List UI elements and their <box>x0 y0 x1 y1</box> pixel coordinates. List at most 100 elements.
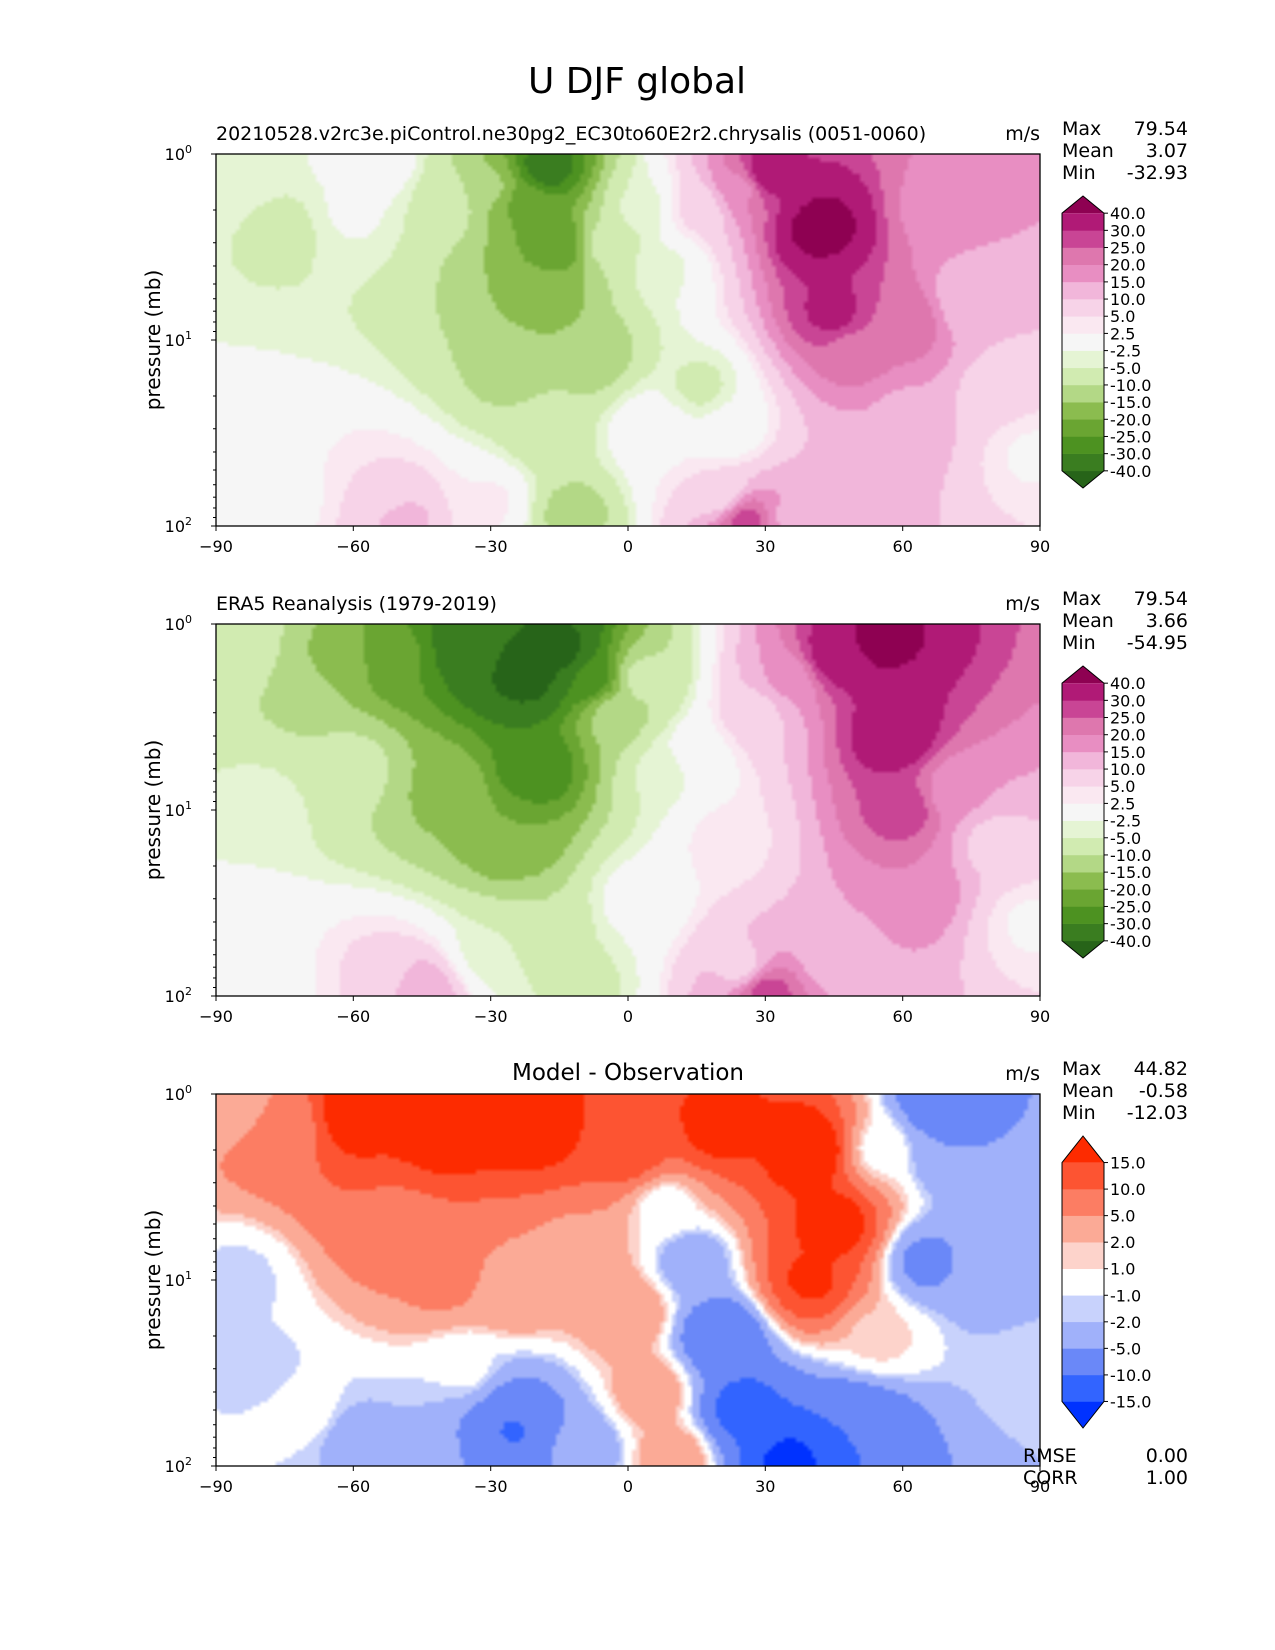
stats-max-value: 79.54 <box>1134 118 1188 140</box>
colorbar-swatch <box>1062 1295 1104 1323</box>
y-tick-label: 101 <box>165 1269 192 1290</box>
x-axis: −90 −60 −30 0 30 60 90 <box>199 1466 1050 1496</box>
y-axis-label: pressure (mb) <box>141 270 165 411</box>
colorbar-swatch <box>1062 333 1104 351</box>
colorbar-tick-label: 10.0 <box>1110 760 1146 779</box>
colorbar-swatch <box>1062 854 1104 873</box>
stats-mean-value: 3.07 <box>1146 140 1188 162</box>
plot-area: −90 −60 −30 0 30 60 90 100 101 102 press… <box>141 613 1050 1026</box>
rmse-value: 0.00 <box>1146 1445 1188 1467</box>
stats-mean-label: Mean <box>1062 140 1114 162</box>
colorbar-tick-label: -40.0 <box>1110 462 1151 481</box>
x-tick-label: 30 <box>755 537 775 556</box>
plot-area: −90 −60 −30 0 30 60 90 100 101 102 press… <box>141 1083 1050 1496</box>
x-tick-label: 60 <box>893 537 913 556</box>
y-axis: 100 101 102 <box>165 1083 216 1476</box>
colorbar-swatch <box>1062 734 1104 753</box>
colorbar-swatch <box>1062 230 1104 248</box>
colorbar-swatch <box>1062 700 1104 718</box>
colorbar-swatch <box>1062 316 1104 334</box>
stats-max-label: Max <box>1062 588 1101 610</box>
x-tick-label: 30 <box>755 1007 775 1026</box>
colorbar-swatch <box>1062 1374 1104 1402</box>
colorbar-tick-label: 15.0 <box>1110 273 1146 292</box>
colorbar-extend-min <box>1062 1401 1104 1428</box>
colorbar-tick-label: -25.0 <box>1110 897 1151 916</box>
colorbar-tick-label: -5.0 <box>1110 829 1141 848</box>
colorbar-swatch <box>1062 299 1104 317</box>
metrics-block: RMSE 0.00 CORR 1.00 <box>1023 1445 1188 1489</box>
stats-max-label: Max <box>1062 1058 1101 1080</box>
colorbar: -40.0-30.0-25.0-20.0-15.0-10.0-5.0-2.52.… <box>1061 195 1151 489</box>
colorbar-swatch <box>1062 923 1104 942</box>
x-tick-label: 90 <box>1030 1007 1050 1026</box>
colorbar-swatch <box>1062 906 1104 924</box>
colorbar-tick-label: -10.0 <box>1110 376 1151 395</box>
colorbar-swatch <box>1062 367 1104 386</box>
colorbar-tick-label: -1.0 <box>1110 1286 1141 1305</box>
colorbar-tick-label: -2.5 <box>1110 812 1141 831</box>
colorbar-swatch <box>1062 1321 1104 1349</box>
panel-2: ERA5 Reanalysis (1979-2019) m/s Max 79.5… <box>141 588 1188 1026</box>
colorbar-tick-label: 10.0 <box>1110 290 1146 309</box>
units-label: m/s <box>1005 1063 1040 1085</box>
colorbar-swatch <box>1062 769 1104 787</box>
colorbar-tick-label: 15.0 <box>1110 1154 1146 1173</box>
colorbar-tick-label: 5.0 <box>1110 307 1135 326</box>
stats-min-label: Min <box>1062 1102 1096 1124</box>
colorbar-swatch <box>1062 264 1104 283</box>
y-tick-label: 100 <box>165 1083 192 1104</box>
colorbar-swatch <box>1062 419 1104 437</box>
x-tick-label: 0 <box>623 1477 633 1496</box>
colorbar-extend-min <box>1062 470 1104 488</box>
panel-1: 20210528.v2rc3e.piControl.ne30pg2_EC30to… <box>141 118 1188 556</box>
corr-label: CORR <box>1023 1467 1078 1489</box>
colorbar-tick-label: -5.0 <box>1110 1339 1141 1358</box>
colorbar-swatch <box>1062 1189 1104 1216</box>
x-axis: −90 −60 −30 0 30 60 90 <box>199 526 1050 556</box>
colorbar-swatch <box>1062 1162 1104 1190</box>
colorbar-swatch <box>1062 1242 1104 1270</box>
x-tick-label: −90 <box>199 1007 233 1026</box>
colorbar-tick-label: 10.0 <box>1110 1180 1146 1199</box>
x-tick-label: −30 <box>474 1007 508 1026</box>
colorbar-tick-label: -20.0 <box>1110 410 1151 429</box>
colorbar-tick-label: 25.0 <box>1110 239 1146 258</box>
y-tick-label: 101 <box>165 329 192 350</box>
colorbar-tick-label: 5.0 <box>1110 1207 1135 1226</box>
colorbar-tick-label: -15.0 <box>1110 863 1151 882</box>
colorbar-swatch <box>1062 683 1104 701</box>
colorbar-swatch <box>1062 1268 1104 1296</box>
colorbar-tick-label: 20.0 <box>1110 726 1146 745</box>
stats-max-value: 44.82 <box>1134 1058 1188 1080</box>
colorbar-tick-label: -15.0 <box>1110 1392 1151 1411</box>
x-tick-label: −60 <box>336 1477 370 1496</box>
y-axis: 100 101 102 <box>165 613 216 1006</box>
colorbar-swatch <box>1062 281 1104 300</box>
x-tick-label: −30 <box>474 1477 508 1496</box>
panel-3: Model - Observation m/s Max 44.82 Mean -… <box>141 1058 1188 1496</box>
colorbar-swatch <box>1062 350 1104 369</box>
y-tick-label: 102 <box>165 515 192 536</box>
x-tick-label: −30 <box>474 537 508 556</box>
units-label: m/s <box>1005 593 1040 615</box>
y-axis: 100 101 102 <box>165 143 216 536</box>
x-tick-label: 30 <box>755 1477 775 1496</box>
colorbar-tick-label: -10.0 <box>1110 1366 1151 1385</box>
colorbar-swatch <box>1062 872 1104 890</box>
x-tick-label: −60 <box>336 537 370 556</box>
y-tick-label: 100 <box>165 143 192 164</box>
stats-mean-label: Mean <box>1062 1080 1114 1102</box>
stats-min-value: -54.95 <box>1127 632 1188 654</box>
stats-min-value: -32.93 <box>1127 162 1188 184</box>
x-axis: −90 −60 −30 0 30 60 90 <box>199 996 1050 1026</box>
colorbar-tick-label: -40.0 <box>1110 932 1151 951</box>
contour-field <box>216 624 1040 996</box>
colorbar-tick-label: -10.0 <box>1110 846 1151 865</box>
colorbar-swatch <box>1062 820 1104 839</box>
corr-value: 1.00 <box>1146 1467 1188 1489</box>
colorbar-swatch <box>1062 453 1104 472</box>
units-label: m/s <box>1005 123 1040 145</box>
panel-title: 20210528.v2rc3e.piControl.ne30pg2_EC30to… <box>216 123 926 145</box>
colorbar-tick-label: 25.0 <box>1110 709 1146 728</box>
